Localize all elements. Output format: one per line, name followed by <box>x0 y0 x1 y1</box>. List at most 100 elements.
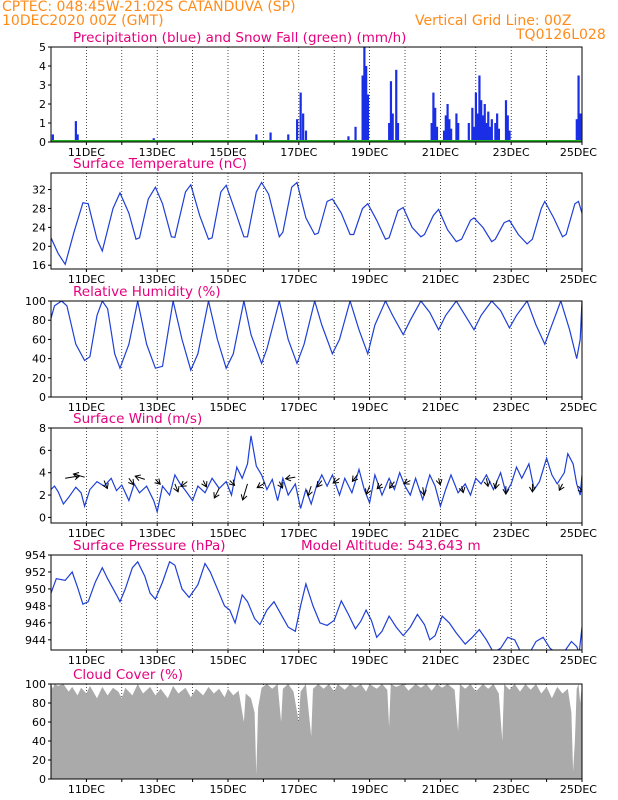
rh-series-line <box>51 301 582 372</box>
pres-ytick-label: 952 <box>25 566 46 579</box>
precip-bar <box>474 92 477 142</box>
wind-arrow-shaft <box>278 481 283 489</box>
wind-arrow-shaft <box>256 482 266 488</box>
cloud-ytick-label: 0 <box>39 773 46 786</box>
precip-ytick-label: 1 <box>39 117 46 130</box>
wind-arrow-shaft <box>403 480 411 485</box>
wind-arrow-head <box>277 482 284 489</box>
precip-bar <box>395 69 398 142</box>
wind-arrow-head <box>240 494 248 501</box>
precip-bar <box>508 130 511 142</box>
wind-arrow-shaft <box>65 475 80 479</box>
rh-ytick-label: 80 <box>32 314 46 327</box>
precip-bar <box>255 134 258 142</box>
temp-series-line <box>51 181 582 266</box>
precip-xtick-label: 19DEC <box>351 146 388 159</box>
pres-ytick-label: 954 <box>25 549 46 562</box>
cloud-xtick-label: 25DEC <box>560 783 597 796</box>
precip-bar <box>490 119 493 142</box>
pres-xtick-label: 13DEC <box>139 654 176 667</box>
cloud-data <box>51 684 582 779</box>
wind-arrow-shaft <box>485 478 489 487</box>
wind-arrow-shaft <box>578 485 582 492</box>
rh-title: Relative Humidity (%) <box>73 284 221 300</box>
temp-ytick-label: 32 <box>32 184 46 197</box>
wind-frame <box>50 427 583 524</box>
precip-bar <box>366 94 370 142</box>
temp-ytick-label: 24 <box>32 221 46 234</box>
wind-arrow-shaft <box>352 474 358 482</box>
pres-title: Surface Pressure (hPa) <box>73 538 226 554</box>
rh-xtick-label: 13DEC <box>139 401 176 414</box>
wind-arrow-shaft <box>155 479 161 485</box>
precip-xtick-label: 25DEC <box>560 146 597 159</box>
wind-xtick-label: 21DEC <box>422 527 459 540</box>
pres-frame <box>50 554 583 651</box>
precip-bar <box>481 115 485 142</box>
run-time-label: 10DEC2020 00Z (GMT) <box>2 13 164 29</box>
wind-title: Surface Wind (m/s) <box>73 411 202 427</box>
wind-arrow-shaft <box>180 481 188 487</box>
precip-ytick-label: 5 <box>39 41 46 54</box>
precip-bar <box>361 75 364 142</box>
cloud-title: Cloud Cover (%) <box>73 667 183 683</box>
wind-xtick-label: 15DEC <box>209 527 246 540</box>
cloud-ytick-label: 60 <box>32 716 46 729</box>
precip-bar <box>450 128 453 142</box>
rh-xtick-label: 19DEC <box>351 401 388 414</box>
precip-bar <box>506 115 509 142</box>
temp-xtick-label: 15DEC <box>209 273 246 286</box>
precip-bar <box>497 128 501 142</box>
rh-xtick-label: 23DEC <box>493 401 530 414</box>
wind-arrow-shaft <box>285 476 296 480</box>
wind-arrow-head <box>364 488 372 496</box>
wind-arrow-shaft <box>128 477 135 485</box>
precip-bar <box>457 123 460 142</box>
precip-bar <box>485 123 488 142</box>
cloud-xtick-label: 13DEC <box>139 783 176 796</box>
wind-arrow-head <box>376 482 383 490</box>
precip-bar <box>76 134 79 142</box>
precip-xtick-label: 13DEC <box>139 146 176 159</box>
precip-bar <box>577 75 580 142</box>
precip-bar <box>365 66 368 142</box>
precip-bar <box>488 126 492 142</box>
rh-ytick-label: 60 <box>32 333 46 346</box>
wind-arrow-shaft <box>461 485 464 493</box>
wind-panel <box>48 427 583 526</box>
precip-bar <box>434 107 437 142</box>
wind-data <box>51 435 582 515</box>
wind-arrow-head <box>558 484 565 492</box>
rh-xtick-label: 11DEC <box>68 401 105 414</box>
temp-ytick-label: 20 <box>32 240 46 253</box>
wind-arrow-head <box>72 471 80 479</box>
wind-arrow-head <box>483 480 491 488</box>
wind-arrow-shaft <box>73 473 85 478</box>
wind-arrow-shaft <box>103 480 108 489</box>
cloud-ytick-label: 20 <box>32 754 46 767</box>
cloud-ytick-label: 100 <box>25 678 46 691</box>
precip-bar <box>430 123 433 142</box>
wind-arrow-head <box>388 482 396 489</box>
model-code-label: TQ0126L028 <box>516 27 606 43</box>
wind-arrow-shaft <box>389 481 395 489</box>
precip-bar <box>74 121 77 142</box>
grid-note-label: Vertical Grid Line: 00Z <box>415 13 572 29</box>
wind-arrow-shaft <box>365 485 371 495</box>
pres-xtick-label: 15DEC <box>209 654 246 667</box>
precip-bar <box>494 123 497 142</box>
precip-bar <box>389 81 393 142</box>
wind-arrow-shaft <box>422 487 425 496</box>
wind-arrow-head <box>577 489 582 493</box>
precip-bar <box>575 119 578 142</box>
precip-bar <box>432 92 435 142</box>
cloud-panel <box>48 683 583 782</box>
precip-bar <box>473 126 476 142</box>
cloud-xtick-label: 15DEC <box>209 783 246 796</box>
rh-frame <box>50 300 583 398</box>
wind-xtick-label: 13DEC <box>139 527 176 540</box>
wind-xtick-label: 25DEC <box>560 527 597 540</box>
rh-xtick-label: 15DEC <box>209 401 246 414</box>
rh-xtick-label: 21DEC <box>422 401 459 414</box>
wind-ytick-label: 2 <box>39 489 46 502</box>
